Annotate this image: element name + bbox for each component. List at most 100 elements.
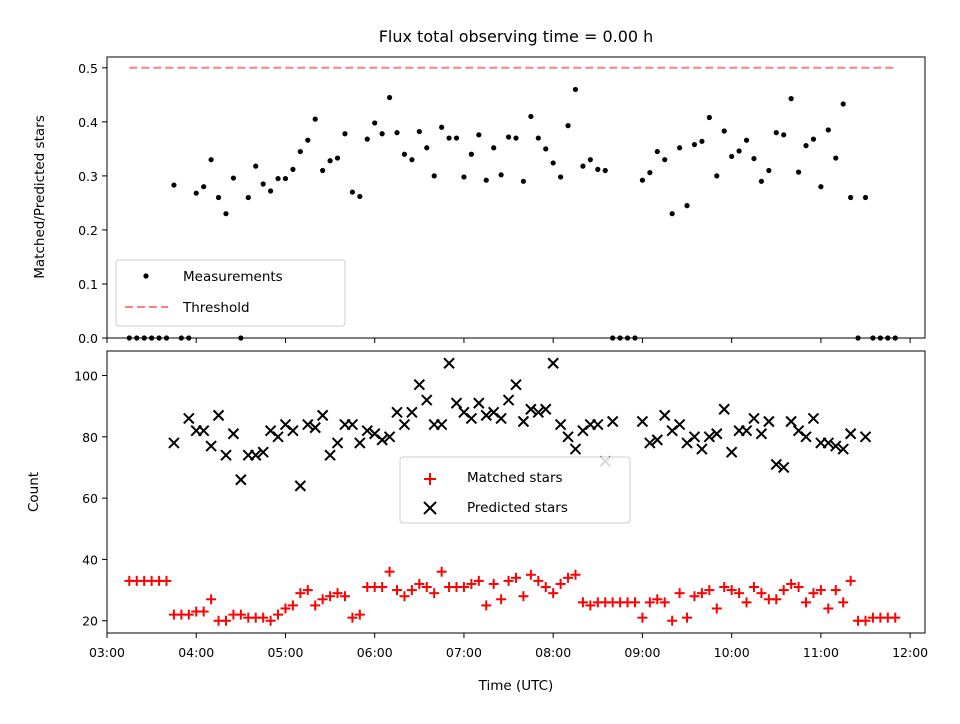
measurement-point: [662, 157, 668, 163]
measurement-point: [706, 114, 712, 121]
predicted-star-point: [703, 431, 716, 443]
predicted-star-point: [822, 437, 835, 449]
matched-star-points: [124, 566, 901, 626]
matched-star-point: [310, 600, 321, 611]
predicted-star-point: [636, 415, 649, 428]
matched-star-point: [726, 585, 737, 596]
matched-star-point: [808, 588, 819, 599]
predicted-star-point: [443, 357, 455, 369]
count-xtick-label: 10:00: [714, 645, 750, 660]
matched-star-point: [265, 615, 276, 626]
predicted-star-point: [800, 431, 812, 443]
measurement-point: [788, 96, 794, 102]
matched-star-point: [659, 597, 670, 608]
count-ytick-label: 80: [82, 430, 98, 445]
measurement-point: [275, 175, 281, 182]
matched-star-point: [652, 594, 663, 605]
ratio-panel-ylabel: Matched/Predicted stars: [32, 115, 48, 278]
measurement-point: [505, 134, 512, 140]
measurement-points: [126, 86, 898, 341]
measurement-point: [766, 167, 772, 174]
matched-star-point: [845, 575, 856, 586]
matched-star-point: [496, 594, 507, 605]
count-xtick-label: 06:00: [357, 645, 393, 660]
matched-star-point: [302, 585, 313, 596]
predicted-star-point: [383, 431, 396, 443]
measurement-point: [268, 188, 274, 194]
measurement-point: [357, 193, 363, 200]
measurement-point: [416, 128, 422, 135]
measurement-point: [840, 101, 846, 107]
measurement-point: [386, 94, 393, 101]
count-panel-xlabel: Time (UTC): [478, 678, 554, 694]
matched-star-point: [429, 588, 440, 599]
measurement-point: [201, 184, 207, 190]
predicted-star-point: [807, 412, 820, 425]
ratio-ytick-label: 0.0: [78, 331, 98, 346]
predicted-star-point: [168, 437, 180, 449]
predicted-star-point: [257, 446, 269, 458]
matched-star-point: [756, 588, 767, 599]
ratio-ytick-label: 0.5: [78, 61, 98, 76]
ratio-panel-frame: [106, 56, 926, 339]
measurement-point: [743, 137, 750, 143]
measurement-point: [647, 170, 653, 176]
predicted-star-point: [294, 480, 307, 492]
measurement-point: [572, 86, 579, 93]
measurement-point: [297, 148, 303, 155]
predicted-star-point: [421, 394, 433, 406]
matched-legend-marker: [424, 473, 436, 485]
matched-star-point: [458, 582, 469, 593]
matched-star-point: [838, 597, 849, 608]
predicted-star-point: [718, 403, 730, 415]
predicted-star-point: [770, 458, 782, 471]
predicted-star-point: [473, 397, 485, 409]
predicted-star-point: [406, 406, 418, 419]
measurement-point: [223, 211, 229, 217]
predicted-star-point: [562, 431, 574, 443]
predicted-star-point: [346, 418, 359, 431]
matched-star-point: [734, 588, 745, 599]
measurement-point: [290, 166, 296, 172]
matched-star-point: [696, 588, 707, 599]
measurement-point: [245, 194, 251, 201]
ratio-legend-box: [115, 259, 346, 327]
matched-star-point: [280, 603, 291, 614]
measurement-point: [491, 145, 497, 151]
measurement-point: [773, 130, 779, 136]
matched-star-point: [399, 591, 410, 602]
matched-star-point: [332, 588, 343, 599]
matched-star-point: [481, 600, 492, 611]
measurement-point: [677, 145, 683, 151]
matched-star-point: [384, 566, 395, 577]
matched-star-point: [548, 588, 559, 599]
measurement-point: [215, 194, 222, 201]
count-xtick-label: 05:00: [267, 645, 303, 660]
predicted-star-point: [376, 434, 388, 446]
measurement-point: [587, 157, 593, 163]
measurement-point: [431, 173, 437, 179]
measurement-point: [446, 135, 452, 141]
count-ytick-label: 40: [82, 552, 98, 567]
predicted-star-point: [651, 434, 663, 446]
predicted-star-point: [287, 424, 299, 437]
predicted-star-point: [398, 418, 411, 431]
matched-star-point: [577, 597, 588, 608]
matched-star-point: [629, 597, 640, 608]
measurement-point: [439, 124, 445, 130]
measurement-point: [461, 174, 467, 180]
matched-star-point: [667, 615, 678, 626]
matched-star-point: [778, 585, 789, 596]
count-xtick-label: 09:00: [624, 645, 660, 660]
measurement-point: [424, 145, 430, 151]
measurement-point: [639, 177, 646, 183]
predicted-star-point: [212, 409, 225, 422]
predicted-star-point: [391, 406, 403, 419]
predicted-star-point: [316, 409, 329, 422]
matched-star-point: [830, 585, 841, 596]
measurement-point: [513, 135, 519, 141]
matched-star-point: [488, 578, 499, 589]
matched-star-point: [473, 575, 484, 586]
measurement-point: [208, 157, 214, 163]
measurement-point: [721, 128, 727, 134]
